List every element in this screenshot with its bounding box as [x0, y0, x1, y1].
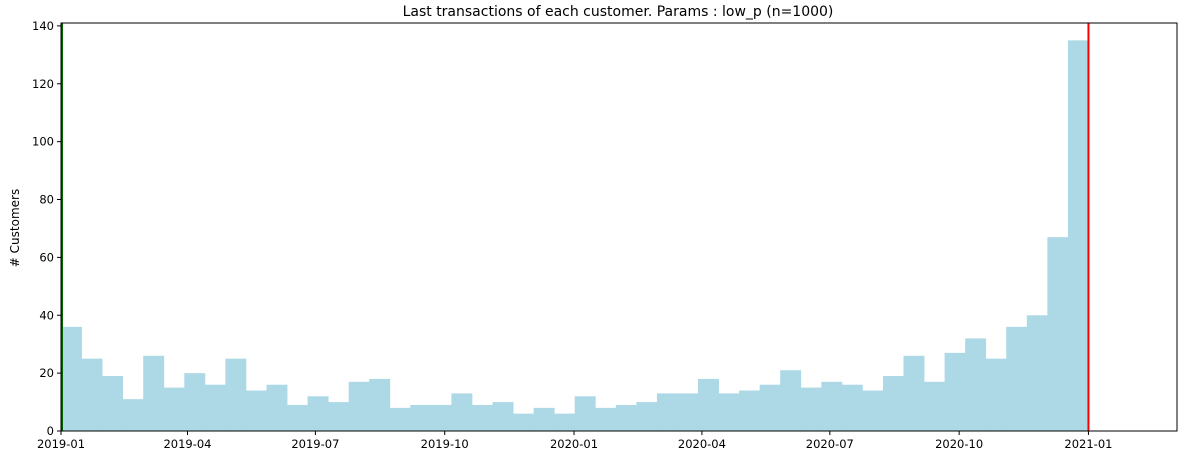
histogram-bar: [61, 326, 82, 431]
histogram-bar: [389, 407, 411, 431]
histogram-bar: [595, 407, 617, 431]
y-tick-label: 60: [39, 250, 54, 264]
histogram-bar: [102, 376, 124, 431]
histogram-bar: [328, 402, 350, 431]
histogram-bar: [287, 404, 308, 431]
histogram-bar: [739, 390, 761, 431]
chart-title: Last transactions of each customer. Para…: [403, 4, 834, 20]
histogram-bar: [656, 393, 678, 431]
histogram-bar: [759, 384, 781, 431]
x-axis-ticks: 2019-01 2019-04 2019-07 2019-10 2020-01 2020-…: [37, 431, 1112, 451]
histogram-bar: [492, 402, 514, 431]
histogram-bar: [451, 393, 473, 431]
histogram-bar: [554, 413, 576, 431]
y-tick-label: 80: [39, 193, 54, 207]
histogram-bar: [1067, 40, 1089, 432]
y-tick-label: 100: [32, 135, 54, 149]
x-tick-label: 2020-10: [935, 437, 983, 451]
histogram-bar: [903, 355, 925, 431]
y-axis-ticks: 0 20 40 60 80 100 120 140: [32, 19, 61, 438]
y-tick-label: 40: [39, 308, 54, 322]
histogram-bar: [533, 407, 555, 431]
x-tick-label: 2019-01: [37, 437, 85, 451]
histogram-bar: [944, 352, 966, 431]
histogram-bar: [245, 390, 267, 431]
histogram-bar: [513, 413, 535, 431]
histogram-bar: [965, 338, 987, 431]
histogram-bar: [841, 384, 863, 431]
reference-lines-layer: [61, 23, 1090, 431]
histogram-bar: [204, 384, 226, 431]
histogram-bar: [225, 358, 247, 431]
y-axis-label: # Customers: [8, 189, 22, 267]
histogram-bar: [1047, 237, 1069, 431]
histogram-bar: [821, 381, 843, 431]
histogram-bar: [574, 396, 596, 431]
plot-frame: [60, 22, 1178, 432]
x-tick-label: 2020-07: [806, 437, 854, 451]
x-tick-label: 2019-04: [163, 437, 211, 451]
histogram-bar: [718, 393, 740, 431]
histogram-bar: [369, 378, 391, 431]
x-tick-label: 2019-10: [421, 437, 469, 451]
x-tick-label: 2020-01: [550, 437, 598, 451]
histogram-bar: [780, 370, 802, 431]
x-tick-label: 2021-01: [1064, 437, 1112, 451]
histogram-bar: [163, 387, 185, 431]
histogram-bar: [410, 404, 432, 431]
histogram-bar: [698, 378, 719, 431]
histogram-bar: [1006, 326, 1028, 431]
histogram-bar: [882, 376, 904, 431]
histogram-bar: [143, 355, 165, 431]
x-tick-label: 2019-07: [291, 437, 339, 451]
y-tick-label: 20: [39, 366, 54, 380]
y-tick-label: 140: [32, 19, 54, 33]
histogram-bar: [800, 387, 822, 431]
histogram-bar: [862, 390, 884, 431]
histogram-bar: [924, 381, 946, 431]
histogram-bar: [430, 404, 452, 431]
histogram-bar: [615, 404, 637, 431]
histogram-bar: [122, 399, 144, 431]
histogram-bar: [184, 373, 206, 431]
histogram-bar: [266, 384, 288, 431]
x-tick-label: 2020-04: [678, 437, 726, 451]
histogram-bar: [1026, 315, 1048, 431]
histogram-bar: [677, 393, 699, 431]
bars-layer: [61, 40, 1089, 432]
histogram-bar: [307, 396, 329, 431]
histogram-bar: [985, 358, 1007, 431]
y-tick-label: 120: [32, 77, 54, 91]
histogram-bar: [348, 381, 370, 431]
histogram-bar: [471, 404, 493, 431]
histogram-bar: [81, 358, 103, 431]
y-tick-label: 0: [47, 424, 54, 438]
histogram-bar: [636, 402, 658, 431]
